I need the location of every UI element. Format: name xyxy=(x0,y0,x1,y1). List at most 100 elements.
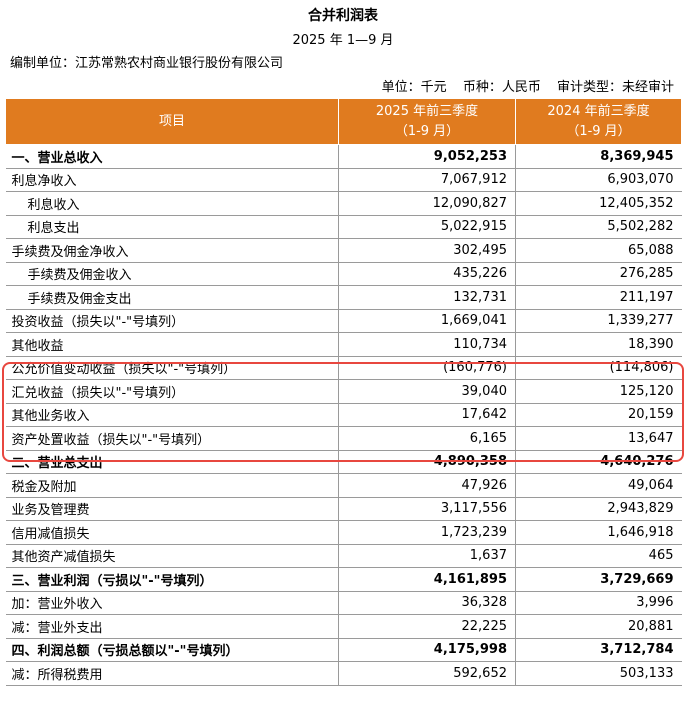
table-row: 汇兑收益（损失以"-"号填列） 39,040 125,120 xyxy=(5,379,682,404)
table-row: 业务及管理费 3,117,556 2,943,829 xyxy=(5,497,682,521)
value-2024: 6,903,070 xyxy=(515,168,682,192)
value-2025: 47,926 xyxy=(338,473,516,498)
row-label: 加：营业外收入 xyxy=(5,591,339,615)
value-2025: 435,226 xyxy=(338,262,516,286)
row-label: 业务及管理费 xyxy=(5,497,339,521)
row-label: 减：营业外支出 xyxy=(5,614,339,639)
income-statement-table: 项目 2025 年前三季度 （1-9 月） 2024 年前三季度 （1-9 月） 一… xyxy=(5,98,682,686)
table-row: 手续费及佣金支出 132,731 211,197 xyxy=(5,285,682,310)
row-label: 手续费及佣金支出 xyxy=(5,285,339,310)
value-2024: 1,339,277 xyxy=(515,309,682,333)
value-2024: 5,502,282 xyxy=(515,215,682,239)
value-2025: 1,723,239 xyxy=(338,520,516,545)
table-row: 信用减值损失 1,723,239 1,646,918 xyxy=(5,520,682,545)
table-row: 利息净收入 7,067,912 6,903,070 xyxy=(5,168,682,192)
table-row: 一、营业总收入 9,052,253 8,369,945 xyxy=(5,144,682,169)
value-2025: 36,328 xyxy=(338,591,516,615)
row-label: 信用减值损失 xyxy=(5,520,339,545)
value-2025: 302,495 xyxy=(338,238,516,263)
table-row: 减：营业外支出 22,225 20,881 xyxy=(5,614,682,639)
audit-type-label: 审计类型：未经审计 xyxy=(556,80,674,95)
value-2025: 7,067,912 xyxy=(338,168,516,192)
row-label: 减：所得税费用 xyxy=(5,661,339,686)
value-2025: 1,669,041 xyxy=(338,309,516,333)
value-2025: 9,052,253 xyxy=(338,144,516,169)
value-2025: (160,776) xyxy=(338,356,516,380)
value-2024: (114,806) xyxy=(515,356,682,380)
value-2024: 49,064 xyxy=(515,473,682,498)
table-row: 手续费及佣金净收入 302,495 65,088 xyxy=(5,238,682,263)
table-row: 加：营业外收入 36,328 3,996 xyxy=(5,591,682,615)
table-row: 利息支出 5,022,915 5,502,282 xyxy=(5,215,682,239)
row-label: 利息净收入 xyxy=(5,168,339,192)
value-2024: 65,088 xyxy=(515,238,682,263)
table-row: 四、利润总额（亏损总额以"-"号填列） 4,175,998 3,712,784 xyxy=(5,638,682,662)
table-row: 其他收益 110,734 18,390 xyxy=(5,332,682,357)
value-2024: 13,647 xyxy=(515,426,682,451)
row-label: 汇兑收益（损失以"-"号填列） xyxy=(5,379,339,404)
table-row: 投资收益（损失以"-"号填列） 1,669,041 1,339,277 xyxy=(5,309,682,333)
value-2025: 22,225 xyxy=(338,614,516,639)
value-2024: 3,729,669 xyxy=(515,567,682,592)
row-label: 四、利润总额（亏损总额以"-"号填列） xyxy=(5,638,339,662)
table-row: 资产处置收益（损失以"-"号填列） 6,165 13,647 xyxy=(5,426,682,451)
value-2025: 4,175,998 xyxy=(338,638,516,662)
row-label: 投资收益（损失以"-"号填列） xyxy=(5,309,339,333)
value-2024: 8,369,945 xyxy=(515,144,682,169)
value-2025: 3,117,556 xyxy=(338,497,516,521)
value-2024: 12,405,352 xyxy=(515,191,682,216)
table-row: 手续费及佣金收入 435,226 276,285 xyxy=(5,262,682,286)
value-2025: 1,637 xyxy=(338,544,516,568)
value-2025: 39,040 xyxy=(338,379,516,404)
value-2025: 132,731 xyxy=(338,285,516,310)
value-2024: 503,133 xyxy=(515,661,682,686)
value-2025: 17,642 xyxy=(338,403,516,427)
table-row: 二、营业总支出 4,890,358 4,640,276 xyxy=(5,450,682,474)
row-label: 利息收入 xyxy=(5,191,339,216)
value-2024: 2,943,829 xyxy=(515,497,682,521)
statement-title: 合并利润表 xyxy=(308,8,378,24)
value-2024: 20,881 xyxy=(515,614,682,639)
row-label: 手续费及佣金净收入 xyxy=(5,238,339,263)
row-label: 其他收益 xyxy=(5,332,339,357)
value-2024: 465 xyxy=(515,544,682,568)
value-2025: 4,161,895 xyxy=(338,567,516,592)
row-label: 二、营业总支出 xyxy=(5,450,339,474)
statement-meta: 单位：千元 币种：人民币 审计类型：未经审计 xyxy=(370,76,674,95)
value-2025: 110,734 xyxy=(338,332,516,357)
row-label: 三、营业利润（亏损以"-"号填列） xyxy=(5,567,339,592)
unit-label: 单位：千元 xyxy=(381,80,447,95)
row-label: 手续费及佣金收入 xyxy=(5,262,339,286)
value-2024: 276,285 xyxy=(515,262,682,286)
value-2025: 12,090,827 xyxy=(338,191,516,216)
column-header-2024: 2024 年前三季度 （1-9 月） xyxy=(515,98,682,145)
table-row: 减：所得税费用 592,652 503,133 xyxy=(5,661,682,686)
table-row: 公允价值变动收益（损失以"-"号填列） (160,776) (114,806) xyxy=(5,356,682,380)
column-header-2025: 2025 年前三季度 （1-9 月） xyxy=(338,98,516,145)
table-row: 三、营业利润（亏损以"-"号填列） 4,161,895 3,729,669 xyxy=(5,567,682,592)
row-label: 资产处置收益（损失以"-"号填列） xyxy=(5,426,339,451)
value-2024: 3,712,784 xyxy=(515,638,682,662)
value-2024: 1,646,918 xyxy=(515,520,682,545)
value-2025: 6,165 xyxy=(338,426,516,451)
value-2024: 18,390 xyxy=(515,332,682,357)
value-2025: 4,890,358 xyxy=(338,450,516,474)
table-row: 税金及附加 47,926 49,064 xyxy=(5,473,682,498)
table-row: 其他业务收入 17,642 20,159 xyxy=(5,403,682,427)
value-2024: 211,197 xyxy=(515,285,682,310)
value-2025: 5,022,915 xyxy=(338,215,516,239)
table-header-row: 项目 2025 年前三季度 （1-9 月） 2024 年前三季度 （1-9 月） xyxy=(5,98,682,145)
row-label: 其他资产减值损失 xyxy=(5,544,339,568)
row-label: 一、营业总收入 xyxy=(5,144,339,169)
value-2024: 3,996 xyxy=(515,591,682,615)
table-row: 其他资产减值损失 1,637 465 xyxy=(5,544,682,568)
row-label: 其他业务收入 xyxy=(5,403,339,427)
column-header-item: 项目 xyxy=(5,98,339,145)
row-label: 税金及附加 xyxy=(5,473,339,498)
table-row: 利息收入 12,090,827 12,405,352 xyxy=(5,191,682,216)
row-label: 利息支出 xyxy=(5,215,339,239)
statement-period: 2025 年 1—9 月 xyxy=(292,33,394,48)
reporting-entity: 编制单位：江苏常熟农村商业银行股份有限公司 xyxy=(10,56,284,71)
value-2024: 20,159 xyxy=(515,403,682,427)
value-2025: 592,652 xyxy=(338,661,516,686)
